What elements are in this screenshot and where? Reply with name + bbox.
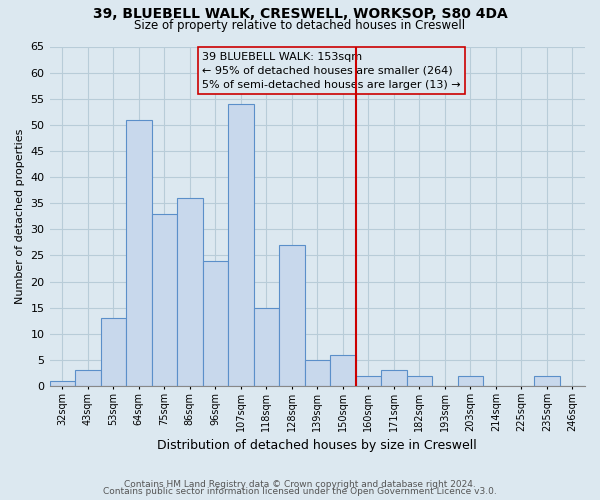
X-axis label: Distribution of detached houses by size in Creswell: Distribution of detached houses by size … — [157, 440, 477, 452]
Text: 39 BLUEBELL WALK: 153sqm
← 95% of detached houses are smaller (264)
5% of semi-d: 39 BLUEBELL WALK: 153sqm ← 95% of detach… — [202, 52, 461, 90]
Text: Contains public sector information licensed under the Open Government Licence v3: Contains public sector information licen… — [103, 487, 497, 496]
Bar — [407, 376, 432, 386]
Bar — [381, 370, 407, 386]
Bar — [458, 376, 483, 386]
Bar — [356, 376, 381, 386]
Bar — [305, 360, 330, 386]
Y-axis label: Number of detached properties: Number of detached properties — [15, 128, 25, 304]
Bar — [50, 381, 75, 386]
Bar — [75, 370, 101, 386]
Bar — [228, 104, 254, 386]
Text: Contains HM Land Registry data © Crown copyright and database right 2024.: Contains HM Land Registry data © Crown c… — [124, 480, 476, 489]
Bar — [203, 260, 228, 386]
Bar — [101, 318, 126, 386]
Bar — [254, 308, 279, 386]
Text: Size of property relative to detached houses in Creswell: Size of property relative to detached ho… — [134, 18, 466, 32]
Text: 39, BLUEBELL WALK, CRESWELL, WORKSOP, S80 4DA: 39, BLUEBELL WALK, CRESWELL, WORKSOP, S8… — [92, 8, 508, 22]
Bar — [330, 355, 356, 386]
Bar — [126, 120, 152, 386]
Bar — [279, 245, 305, 386]
Bar — [152, 214, 177, 386]
Bar — [534, 376, 560, 386]
Bar — [177, 198, 203, 386]
